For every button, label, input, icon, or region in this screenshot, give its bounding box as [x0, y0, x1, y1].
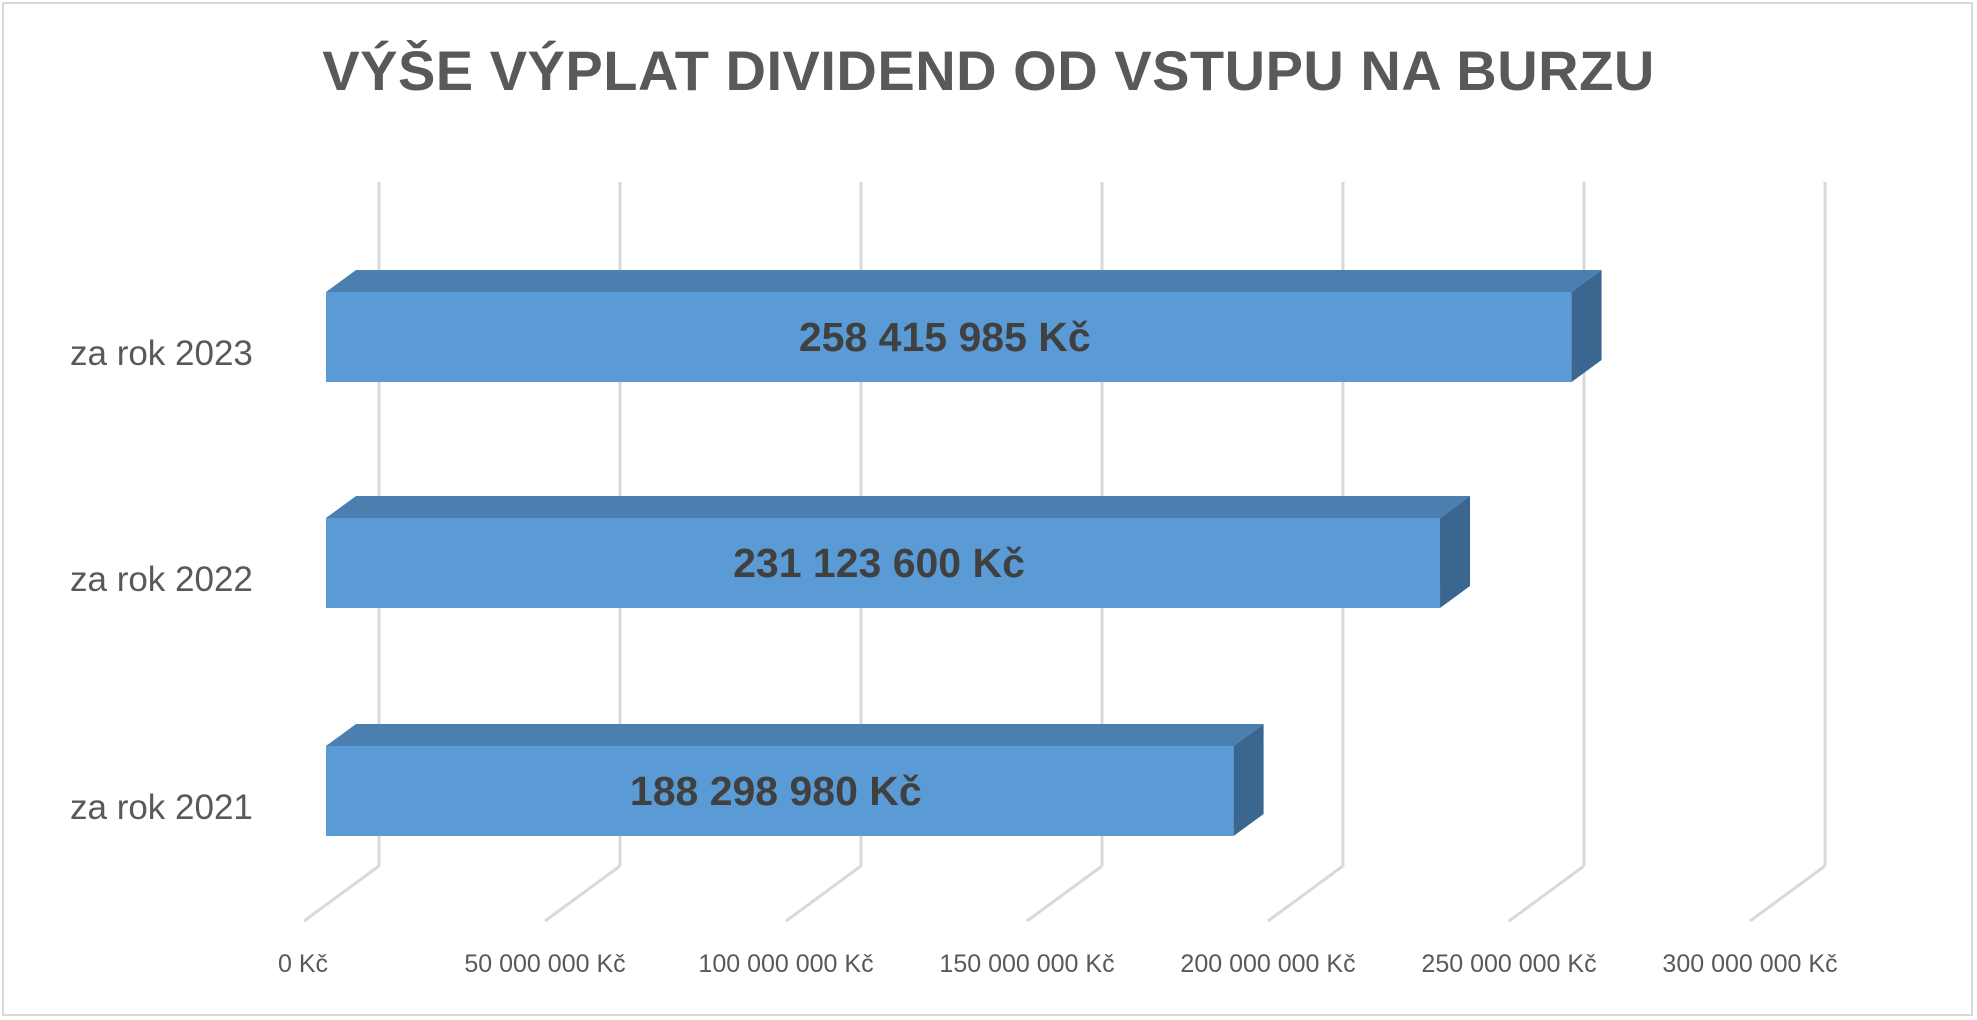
bar-data-label: 258 415 985 Kč [799, 314, 1091, 360]
bar-top-face [326, 496, 1471, 518]
x-tick-label: 0 Kč [278, 950, 328, 978]
floor-gridline [1749, 864, 1826, 923]
bar-front-face [326, 292, 1572, 382]
x-tick-label: 250 000 000 Kč [1421, 950, 1596, 978]
x-tick-label: 200 000 000 Kč [1180, 950, 1355, 978]
category-label: za rok 2022 [70, 560, 253, 599]
x-tick-label: 100 000 000 Kč [698, 950, 873, 978]
bar-2 [326, 496, 1471, 608]
floor-gridline [303, 864, 380, 923]
x-tick-label: 50 000 000 Kč [464, 950, 625, 978]
bar-data-label: 231 123 600 Kč [733, 540, 1025, 586]
bar-side-face [1233, 724, 1264, 836]
category-label: za rok 2023 [70, 334, 253, 373]
floor-gridline [785, 864, 862, 923]
bar-3 [326, 270, 1602, 382]
x-tick-label: 300 000 000 Kč [1662, 950, 1837, 978]
bar-side-face [1571, 270, 1602, 382]
bar-top-face [326, 724, 1264, 746]
chart-title: VÝŠE VÝPLAT DIVIDEND OD VSTUPU NA BURZU [322, 39, 1655, 102]
bar-front-face [326, 518, 1441, 608]
floor-gridline [544, 864, 621, 923]
category-label: za rok 2021 [70, 788, 253, 827]
bar-data-label: 188 298 980 Kč [630, 768, 922, 814]
bar-top-face [326, 270, 1602, 292]
bar-layer [326, 270, 1602, 836]
bar-side-face [1440, 496, 1471, 608]
x-tick-label: 150 000 000 Kč [939, 950, 1114, 978]
bar-front-face [326, 746, 1234, 836]
floor-gridline [1267, 864, 1344, 923]
label-layer: 0 Kč 50 000 000 Kč 100 000 000 Kč 150 000 0… [70, 314, 1838, 978]
floor-gridline [1026, 864, 1103, 923]
floor-gridline [1508, 864, 1585, 923]
bar-1 [326, 724, 1264, 836]
